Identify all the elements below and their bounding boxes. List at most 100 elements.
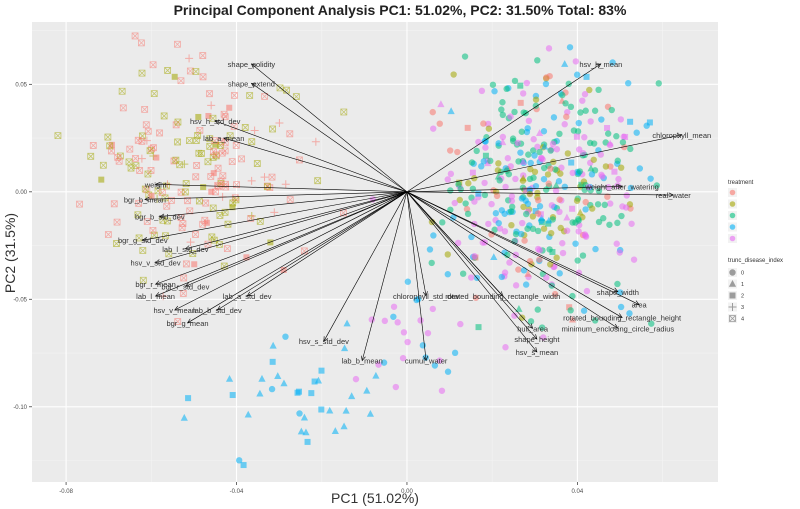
data-point bbox=[537, 155, 545, 162]
data-point bbox=[115, 157, 123, 165]
loading-arrowhead bbox=[154, 259, 161, 264]
data-point bbox=[552, 166, 559, 173]
loading-arrowhead bbox=[595, 63, 602, 69]
data-point bbox=[481, 191, 489, 199]
data-point bbox=[318, 406, 325, 413]
data-point bbox=[253, 160, 261, 167]
data-point bbox=[542, 80, 550, 88]
loading-label: hull_area bbox=[517, 324, 549, 333]
loading-label: hsv_v_mean bbox=[153, 306, 196, 315]
loading-arrow bbox=[406, 186, 623, 193]
data-point bbox=[268, 173, 276, 181]
data-point bbox=[491, 226, 498, 233]
data-point bbox=[499, 138, 507, 146]
data-point bbox=[174, 118, 182, 126]
loading-label: bgr_g_mean bbox=[166, 319, 208, 328]
data-point bbox=[622, 204, 630, 211]
data-point bbox=[525, 117, 533, 125]
loading-label: rotated_bounding_rectangle_height bbox=[563, 314, 682, 323]
data-point bbox=[536, 148, 543, 156]
data-point bbox=[524, 225, 531, 232]
data-point bbox=[583, 287, 591, 295]
data-point bbox=[281, 180, 290, 189]
data-point bbox=[615, 175, 622, 183]
data-point bbox=[627, 118, 634, 125]
data-point bbox=[430, 232, 437, 239]
data-point bbox=[519, 177, 527, 184]
data-point bbox=[366, 410, 375, 417]
y-tick-label: -0.10 bbox=[13, 405, 27, 411]
data-point bbox=[538, 324, 546, 331]
loading-arrowhead bbox=[142, 236, 148, 242]
data-point bbox=[185, 54, 194, 63]
data-point bbox=[447, 170, 455, 178]
data-point bbox=[561, 121, 568, 128]
loading-arrow bbox=[406, 191, 640, 305]
data-point bbox=[149, 227, 157, 234]
data-point bbox=[485, 220, 492, 228]
data-point bbox=[553, 146, 561, 153]
data-point bbox=[424, 329, 432, 337]
data-point bbox=[609, 59, 616, 66]
data-point bbox=[436, 120, 443, 127]
data-point bbox=[534, 57, 541, 64]
data-point bbox=[404, 338, 411, 346]
data-point bbox=[501, 228, 509, 235]
data-point bbox=[618, 212, 625, 220]
data-point bbox=[286, 196, 294, 204]
loading-arrowhead bbox=[144, 196, 150, 202]
data-point bbox=[280, 379, 288, 387]
data-point bbox=[469, 185, 477, 193]
data-point bbox=[527, 318, 535, 325]
data-point bbox=[417, 317, 424, 324]
data-point bbox=[592, 245, 599, 253]
data-point bbox=[480, 120, 487, 127]
data-point bbox=[142, 136, 151, 145]
data-point bbox=[573, 197, 581, 204]
data-point bbox=[248, 138, 256, 146]
data-point bbox=[463, 205, 471, 213]
data-point bbox=[153, 154, 160, 161]
data-point bbox=[569, 205, 576, 212]
data-point bbox=[269, 358, 276, 365]
legend-shape-swatch bbox=[729, 315, 736, 322]
data-point bbox=[164, 217, 171, 225]
data-point bbox=[182, 260, 190, 268]
loading-label: lab_b_mean bbox=[342, 357, 383, 366]
loading-label: weight_after_watering bbox=[584, 182, 658, 191]
data-point bbox=[622, 133, 629, 140]
data-point bbox=[535, 197, 542, 204]
data-point bbox=[114, 154, 122, 161]
data-point bbox=[467, 274, 475, 281]
data-point bbox=[451, 199, 458, 207]
data-point bbox=[556, 196, 563, 203]
data-point bbox=[606, 139, 614, 147]
loading-label: shape_height bbox=[514, 335, 560, 344]
data-point bbox=[523, 187, 530, 194]
loading-arrowhead bbox=[612, 323, 619, 329]
data-point bbox=[655, 80, 662, 87]
data-point bbox=[150, 90, 158, 98]
data-point bbox=[518, 230, 525, 238]
loading-arrow bbox=[406, 191, 623, 318]
data-point bbox=[578, 181, 585, 188]
data-point bbox=[275, 118, 284, 127]
data-point bbox=[494, 167, 502, 174]
data-point bbox=[465, 180, 472, 187]
data-point bbox=[517, 82, 524, 89]
loading-label: shape_extend bbox=[228, 79, 275, 88]
data-point bbox=[340, 422, 348, 430]
chart-title: Principal Component Analysis PC1: 51.02%… bbox=[173, 2, 627, 18]
data-point bbox=[541, 142, 549, 150]
data-point bbox=[126, 145, 134, 153]
data-point bbox=[574, 257, 581, 264]
data-point bbox=[174, 318, 182, 325]
data-point bbox=[569, 292, 576, 300]
data-point bbox=[274, 372, 282, 379]
data-point bbox=[540, 175, 548, 183]
data-point bbox=[475, 324, 482, 331]
data-point bbox=[511, 237, 518, 245]
data-point bbox=[524, 269, 532, 277]
data-point bbox=[561, 60, 569, 67]
data-point bbox=[502, 344, 509, 351]
